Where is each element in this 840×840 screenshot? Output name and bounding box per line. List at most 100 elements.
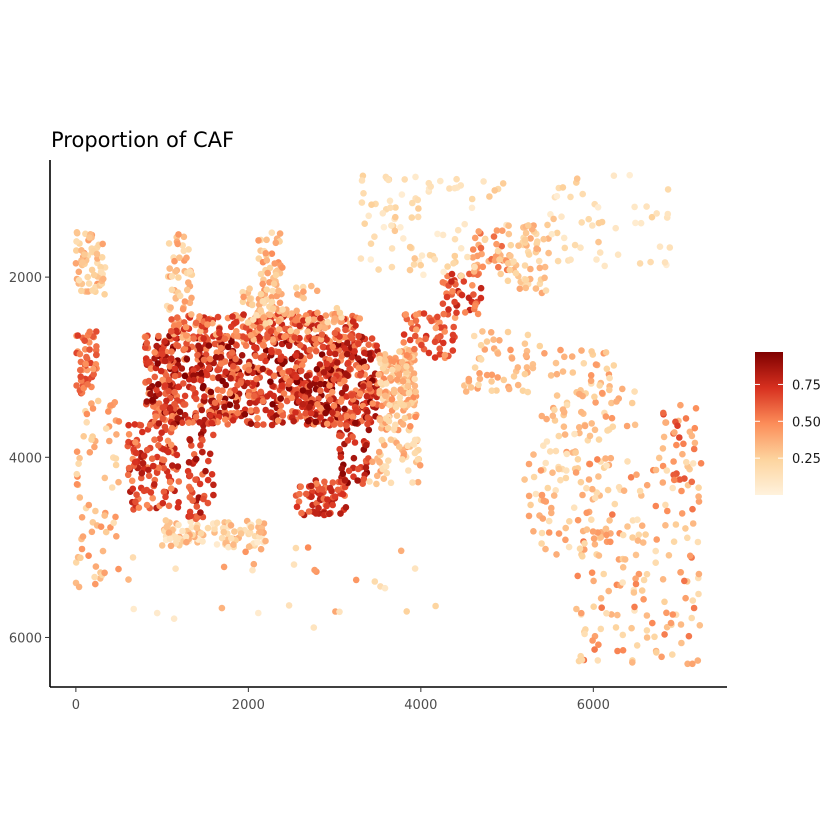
data-point bbox=[148, 455, 156, 463]
data-point bbox=[205, 364, 213, 372]
data-point bbox=[304, 544, 312, 551]
data-point bbox=[97, 523, 105, 530]
data-point bbox=[135, 504, 143, 512]
data-point bbox=[406, 266, 414, 274]
data-point bbox=[174, 415, 181, 422]
data-point bbox=[566, 518, 573, 525]
data-point bbox=[180, 233, 188, 241]
data-point bbox=[602, 525, 610, 533]
data-point bbox=[686, 552, 694, 560]
data-point bbox=[677, 569, 684, 576]
data-point bbox=[604, 486, 612, 494]
data-point bbox=[125, 464, 133, 472]
data-point bbox=[685, 632, 693, 640]
data-point bbox=[216, 329, 223, 337]
data-point bbox=[376, 416, 384, 424]
data-point bbox=[542, 545, 549, 553]
data-point bbox=[192, 319, 200, 327]
data-point bbox=[211, 340, 219, 348]
data-point bbox=[553, 370, 561, 378]
data-point bbox=[183, 538, 190, 546]
data-point bbox=[677, 621, 685, 628]
data-point bbox=[543, 415, 550, 423]
data-point bbox=[222, 381, 230, 389]
data-point bbox=[155, 464, 163, 472]
data-point bbox=[499, 227, 506, 234]
data-point bbox=[175, 274, 182, 281]
data-point bbox=[393, 376, 401, 384]
data-point bbox=[640, 576, 648, 584]
data-point bbox=[350, 454, 358, 462]
data-point bbox=[324, 318, 332, 326]
data-point bbox=[401, 176, 409, 183]
data-point bbox=[329, 409, 336, 417]
data-point bbox=[521, 236, 529, 244]
data-point bbox=[260, 314, 268, 321]
data-point bbox=[342, 504, 350, 511]
data-point bbox=[688, 478, 696, 486]
x-ticks: 0 2000 4000 6000 bbox=[72, 687, 610, 713]
data-point bbox=[660, 433, 668, 441]
data-point bbox=[297, 367, 305, 375]
data-point bbox=[267, 378, 274, 386]
data-point bbox=[589, 528, 597, 535]
data-point bbox=[400, 331, 408, 338]
data-point bbox=[545, 249, 552, 257]
data-point bbox=[198, 406, 206, 414]
data-point bbox=[553, 392, 561, 399]
data-point bbox=[653, 536, 660, 543]
data-point bbox=[296, 490, 303, 498]
data-point bbox=[253, 421, 261, 429]
data-point bbox=[275, 287, 282, 295]
data-point bbox=[276, 299, 284, 307]
data-point bbox=[412, 332, 419, 340]
data-point bbox=[545, 517, 553, 525]
data-point bbox=[559, 184, 567, 191]
data-point bbox=[259, 280, 267, 288]
data-point bbox=[313, 287, 321, 295]
data-point bbox=[404, 442, 411, 450]
data-point bbox=[494, 350, 502, 357]
data-point bbox=[179, 242, 186, 249]
legend-tick-label: 0.25 bbox=[792, 452, 821, 467]
data-point bbox=[92, 580, 99, 588]
data-point bbox=[388, 222, 395, 229]
data-point bbox=[449, 347, 457, 354]
data-point bbox=[593, 256, 600, 263]
data-point bbox=[405, 389, 413, 397]
data-point bbox=[188, 442, 195, 449]
data-point bbox=[297, 483, 305, 491]
data-point bbox=[185, 279, 192, 286]
data-point bbox=[336, 445, 344, 453]
data-point bbox=[663, 467, 671, 474]
data-point bbox=[588, 420, 595, 427]
data-point bbox=[504, 277, 512, 285]
data-point bbox=[369, 400, 377, 407]
data-point bbox=[507, 252, 514, 260]
data-point bbox=[451, 298, 458, 306]
data-point bbox=[92, 563, 100, 570]
data-point bbox=[175, 478, 183, 485]
data-point bbox=[628, 624, 635, 632]
data-point bbox=[537, 467, 545, 474]
data-point bbox=[312, 418, 320, 426]
data-point bbox=[262, 320, 270, 327]
data-point bbox=[666, 244, 674, 251]
data-point bbox=[186, 268, 194, 275]
data-point bbox=[591, 646, 598, 653]
data-point bbox=[298, 361, 306, 369]
data-point bbox=[590, 577, 597, 585]
data-point bbox=[159, 376, 166, 384]
data-point bbox=[414, 478, 422, 486]
data-point bbox=[563, 401, 571, 409]
data-point bbox=[381, 357, 389, 364]
data-point bbox=[378, 436, 386, 444]
data-point bbox=[414, 213, 422, 221]
data-point bbox=[477, 244, 485, 252]
data-point bbox=[464, 253, 471, 261]
data-point bbox=[362, 363, 369, 371]
data-point bbox=[218, 534, 226, 542]
data-point bbox=[670, 476, 678, 484]
data-point bbox=[376, 387, 384, 395]
data-point bbox=[496, 337, 503, 344]
